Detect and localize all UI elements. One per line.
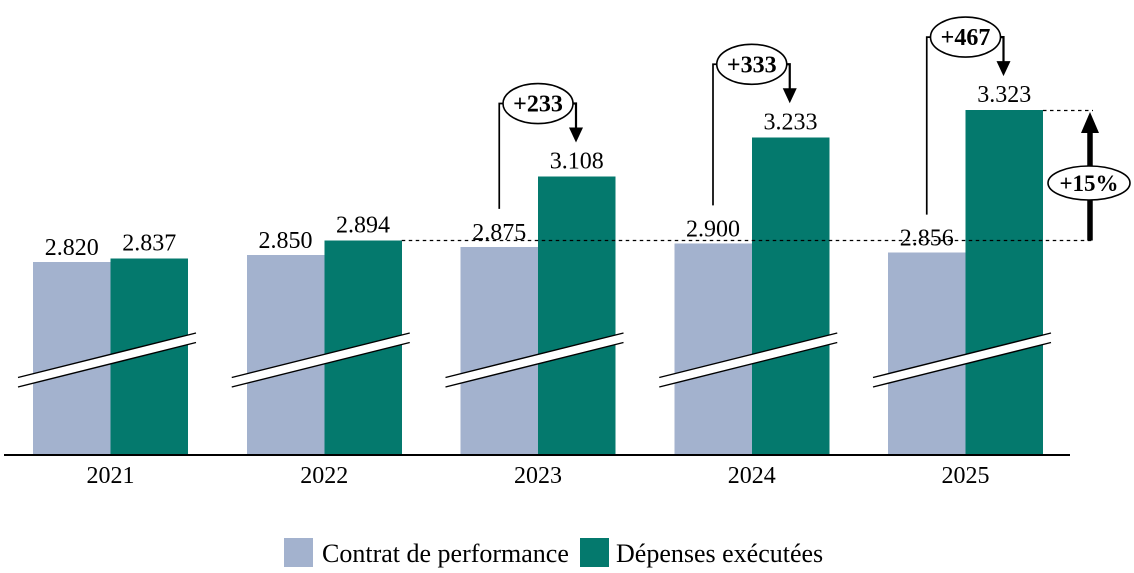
value-label-depenses-2021: 2.837: [122, 230, 176, 256]
value-label-contrat-2024: 2.900: [686, 216, 740, 242]
axis-break-top-line-2021: [17, 332, 197, 379]
legend-label-depenses: Dépenses exécutées: [616, 539, 823, 568]
bar-contrat-2024: [674, 243, 752, 454]
axis-break-bottom-line-2022: [231, 341, 410, 388]
axis-break-band-2021: [18, 333, 196, 387]
axis-break-bottom-line-2025: [872, 341, 1052, 388]
axis-break-band-2024: [659, 333, 838, 387]
value-label-depenses-2025: 3.323: [977, 82, 1031, 108]
bar-contrat-2023: [460, 246, 538, 454]
growth-label: +15%: [1059, 171, 1118, 196]
delta-bracket-2025: [925, 36, 952, 215]
bar-depenses-2023: [538, 176, 616, 455]
year-label-2023: 2023: [514, 463, 562, 489]
axis-break-top-line-2022: [231, 332, 410, 379]
axis-break-bottom-line-2023: [445, 341, 624, 388]
delta-label-2025: +467: [941, 25, 991, 51]
year-label-2024: 2024: [728, 463, 776, 489]
axis-break-bottom-line-2024: [659, 341, 838, 388]
value-label-contrat-2023: 2.875: [472, 220, 526, 246]
delta-arrowhead-2023: [569, 127, 583, 143]
delta-oval-2023: [502, 82, 574, 125]
year-label-2025: 2025: [942, 463, 990, 489]
value-label-depenses-2023: 3.108: [550, 149, 604, 175]
value-label-depenses-2024: 3.233: [764, 109, 818, 135]
legend-swatch-depenses: [580, 538, 609, 567]
delta-oval-2024: [715, 43, 788, 86]
axis-break-top-line-2024: [659, 332, 838, 379]
axis-break-band-2022: [231, 333, 410, 387]
value-label-contrat-2021: 2.820: [45, 235, 99, 261]
bar-depenses-2025: [965, 110, 1043, 455]
legend-swatch-contrat: [284, 538, 313, 567]
axis-break-band-2023: [445, 333, 624, 387]
chart-plot-area: +233 +333 +467 +15% 2.820 2.837 2.850 2.894 2.87…: [4, 16, 1131, 489]
growth-oval: [1047, 165, 1131, 201]
bar-contrat-2022: [246, 254, 325, 454]
delta-oval-2025: [929, 16, 1002, 58]
year-label-2022: 2022: [300, 463, 348, 489]
axis-break-band-2025: [873, 333, 1051, 387]
bar-depenses-2024: [751, 137, 830, 455]
axis-break-top-line-2023: [445, 332, 624, 379]
axis-break-bottom-line-2021: [17, 341, 197, 388]
legend-label-contrat: Contrat de performance: [322, 539, 569, 568]
value-label-contrat-2025: 2.856: [900, 226, 954, 252]
bar-contrat-2025: [888, 252, 966, 454]
delta-label-2024: +333: [727, 52, 777, 78]
legend: Contrat de performance Dépenses exécutée…: [284, 538, 823, 568]
value-label-depenses-2022: 2.894: [336, 213, 390, 239]
delta-arrowhead-2024: [782, 88, 797, 104]
delta-arrowhead-2025: [996, 61, 1011, 77]
growth-arrowhead: [1081, 112, 1099, 133]
delta-bracket-2024: [712, 63, 738, 206]
axis-break-top-line-2025: [872, 332, 1052, 379]
year-label-2021: 2021: [87, 463, 135, 489]
value-label-contrat-2022: 2.850: [259, 228, 313, 254]
delta-label-2023: +233: [513, 92, 563, 118]
